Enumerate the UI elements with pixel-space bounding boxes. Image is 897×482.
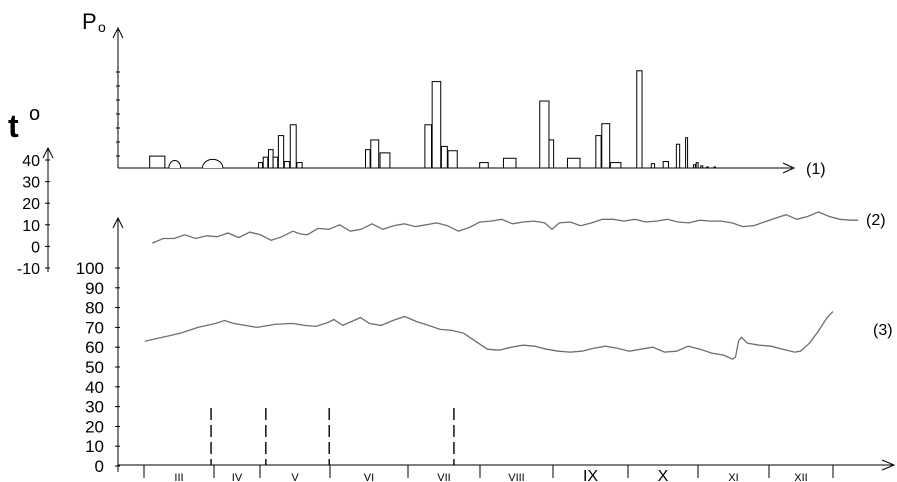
temperature-y-arrow xyxy=(42,146,54,159)
temperature-line xyxy=(152,211,858,244)
temperature-y-tick-label: 40 xyxy=(22,153,40,170)
bottom-panel: III IV V VI VII VIII IX X XI XII xyxy=(118,408,896,482)
temperature-y-tick-label: 20 xyxy=(22,196,40,213)
precipitation-bar xyxy=(685,137,689,169)
precipitation-panel xyxy=(112,26,796,174)
precipitation-bar xyxy=(296,162,303,169)
precipitation-bar xyxy=(601,123,611,169)
series-1-label: (1) xyxy=(806,161,826,178)
month-label-v: V xyxy=(291,472,299,482)
month-label-iii: III xyxy=(174,472,183,482)
precipitation-bar xyxy=(379,152,391,169)
humidity-y-tick-label: 0 xyxy=(95,457,104,476)
month-label-iv: IV xyxy=(232,472,243,482)
precipitation-bar xyxy=(675,143,681,169)
temperature-y-tick-label: -10 xyxy=(17,261,40,278)
precipitation-axis-label: P xyxy=(82,9,97,34)
precipitation-bar xyxy=(365,149,371,169)
precipitation-bar xyxy=(447,150,458,169)
humidity-y-tick-label: 30 xyxy=(85,398,104,417)
month-label-vii: VII xyxy=(437,472,450,482)
precipitation-axis-subscript: o xyxy=(98,19,106,35)
precipitation-bar xyxy=(662,161,669,169)
precipitation-bar xyxy=(650,163,656,169)
humidity-y-tick-label: 60 xyxy=(85,338,104,357)
humidity-y-tick-label: 40 xyxy=(85,378,104,397)
precipitation-y-arrow xyxy=(112,26,124,39)
temperature-y-tick-label: 0 xyxy=(31,239,40,256)
lower-y-arrow xyxy=(112,216,124,229)
precipitation-bar xyxy=(289,124,297,169)
precipitation-x-arrow xyxy=(782,162,796,174)
precipitation-bar xyxy=(272,156,279,169)
humidity-line xyxy=(144,311,834,360)
precipitation-bar xyxy=(440,145,448,169)
temperature-y-tick-label: 10 xyxy=(22,218,40,235)
precipitation-bar xyxy=(431,81,442,169)
precipitation-bar xyxy=(267,149,274,169)
humidity-y-tick-label: 80 xyxy=(85,299,104,318)
temperature-axis-label: t xyxy=(8,108,19,144)
precipitation-bar xyxy=(566,157,581,169)
precipitation-bar xyxy=(149,155,166,169)
precipitation-bar xyxy=(370,139,380,169)
precipitation-bar xyxy=(258,162,264,169)
temperature-axis-superscript: o xyxy=(29,103,40,125)
precipitation-bar xyxy=(609,162,622,169)
precipitation-bar xyxy=(502,157,517,169)
month-label-xii: XII xyxy=(794,472,807,482)
precipitation-bar xyxy=(595,135,602,169)
bottom-x-arrow xyxy=(881,459,896,471)
precipitation-bar xyxy=(479,162,489,169)
series-3-label: (3) xyxy=(873,322,893,339)
precipitation-bump xyxy=(168,160,182,169)
precipitation-bar xyxy=(636,70,643,169)
humidity-y-tick-label: 20 xyxy=(85,417,104,436)
precipitation-bar xyxy=(277,135,285,169)
month-label-viii: VIII xyxy=(508,472,525,482)
humidity-y-tick-label: 90 xyxy=(85,279,104,298)
temperature-y-tick-label: 30 xyxy=(22,175,40,192)
series-2-label: (2) xyxy=(866,212,886,229)
precipitation-bar xyxy=(700,165,704,169)
precipitation-bar xyxy=(713,166,716,169)
precipitation-bump xyxy=(201,158,224,169)
month-label-ix: IX xyxy=(583,468,598,482)
humidity-y-tick-label: 100 xyxy=(76,259,104,278)
precipitation-bar xyxy=(283,161,291,169)
precipitation-bar xyxy=(706,166,709,169)
humidity-y-tick-label: 70 xyxy=(85,318,104,337)
precipitation-bar xyxy=(693,164,697,169)
precipitation-bar xyxy=(539,100,550,169)
precipitation-bar xyxy=(548,139,555,169)
precipitation-bar xyxy=(695,162,699,169)
precipitation-bar xyxy=(424,124,432,169)
month-label-x: X xyxy=(658,468,669,482)
month-label-xi: XI xyxy=(728,472,738,482)
humidity-y-tick-label: 10 xyxy=(85,437,104,456)
precipitation-bar xyxy=(262,156,269,169)
month-label-vi: VI xyxy=(364,472,374,482)
humidity-y-tick-label: 50 xyxy=(85,358,104,377)
